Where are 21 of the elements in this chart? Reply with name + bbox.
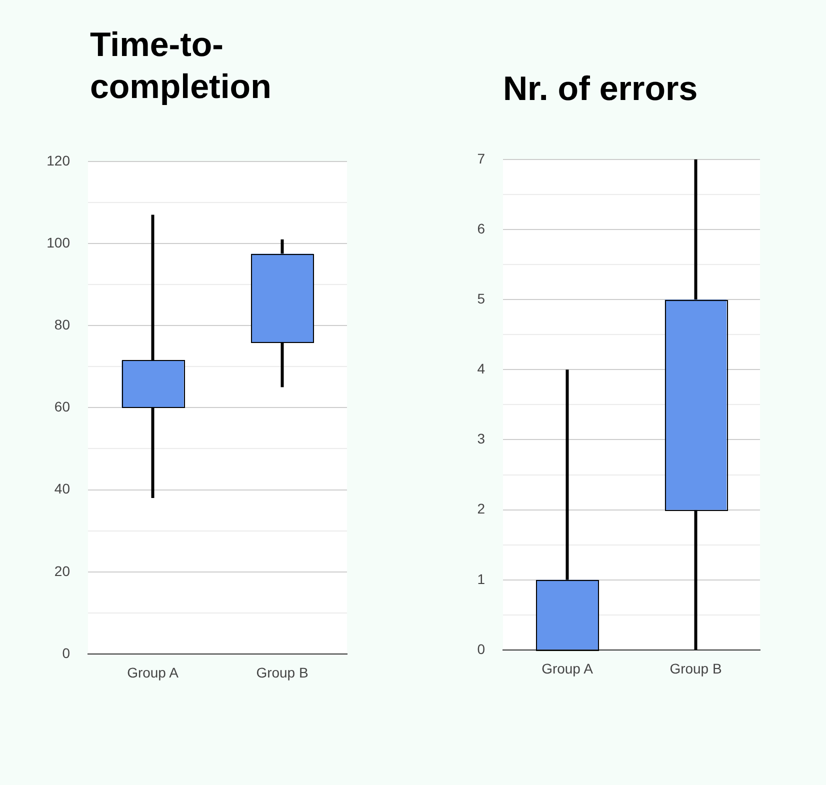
- y-tick-label: 120: [46, 152, 70, 168]
- x-tick-label: Group A: [542, 660, 594, 676]
- x-tick-label: Group B: [256, 664, 308, 680]
- y-tick-label: 20: [54, 562, 70, 579]
- y-tick-label: 2: [477, 500, 486, 517]
- y-tick-label: 100: [46, 234, 70, 250]
- chart-title: Time-to-completion: [90, 25, 272, 108]
- y-tick-label: 6: [477, 220, 486, 236]
- y-tick-label: 5: [477, 290, 486, 306]
- y-tick-label: 7: [477, 150, 486, 166]
- y-tick-label: 0: [477, 640, 486, 657]
- y-tick-label: 60: [54, 398, 70, 415]
- y-tick-label: 1: [477, 570, 486, 587]
- y-tick-label: 4: [477, 360, 486, 377]
- y-tick-label: 80: [54, 316, 70, 332]
- x-tick-label: Group A: [127, 664, 180, 680]
- chart-title: Nr. of errors: [503, 69, 699, 110]
- y-tick-label: 3: [477, 430, 486, 447]
- y-tick-label: 40: [54, 480, 70, 497]
- x-tick-label: Group B: [670, 660, 722, 676]
- y-tick-label: 0: [62, 644, 70, 661]
